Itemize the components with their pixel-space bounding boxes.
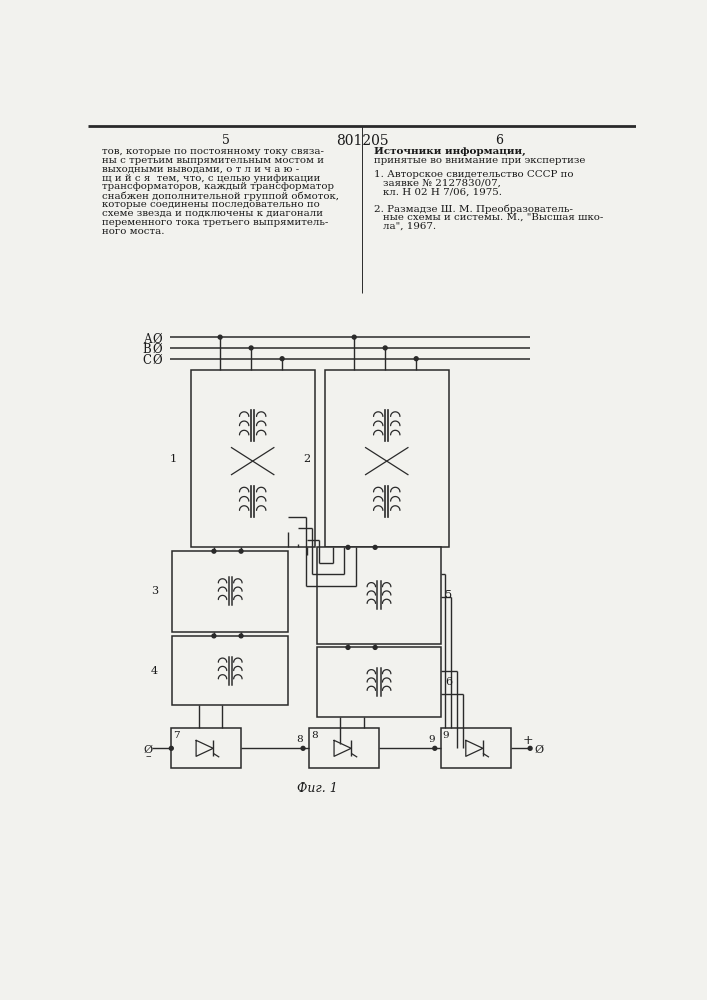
Circle shape xyxy=(373,545,377,549)
Bar xyxy=(172,551,288,632)
Circle shape xyxy=(239,634,243,638)
Text: 8: 8 xyxy=(297,735,303,744)
Text: 801205: 801205 xyxy=(336,134,388,148)
Text: выходными выводами, о т л и ч а ю -: выходными выводами, о т л и ч а ю - xyxy=(103,165,300,174)
Bar xyxy=(317,647,441,717)
Circle shape xyxy=(249,346,253,350)
Text: 4: 4 xyxy=(151,666,158,676)
Text: переменного тока третьего выпрямитель-: переменного тока третьего выпрямитель- xyxy=(103,218,329,227)
Bar xyxy=(441,728,510,768)
Text: Ø: Ø xyxy=(153,354,163,367)
Text: щ и й с я  тем, что, с целью унификации: щ и й с я тем, что, с целью унификации xyxy=(103,174,321,183)
Text: –: – xyxy=(145,751,151,761)
Circle shape xyxy=(212,549,216,553)
Text: 8: 8 xyxy=(311,731,317,740)
Circle shape xyxy=(280,357,284,361)
Bar xyxy=(172,636,288,705)
Text: снабжен дополнительной группой обмоток,: снабжен дополнительной группой обмоток, xyxy=(103,191,339,201)
Circle shape xyxy=(212,634,216,638)
Text: 5: 5 xyxy=(221,134,230,147)
Text: Ø: Ø xyxy=(534,745,543,755)
Circle shape xyxy=(373,646,377,649)
Text: принятые во внимание при экспертизе: принятые во внимание при экспертизе xyxy=(373,156,585,165)
Bar xyxy=(171,728,241,768)
Text: тов, которые по постоянному току связа-: тов, которые по постоянному току связа- xyxy=(103,147,325,156)
Text: B: B xyxy=(143,343,151,356)
Bar xyxy=(317,547,441,644)
Text: схеме звезда и подключены к диагонали: схеме звезда и подключены к диагонали xyxy=(103,209,323,218)
Text: Фиг. 1: Фиг. 1 xyxy=(297,782,337,795)
Text: ны с третьим выпрямительным мостом и: ны с третьим выпрямительным мостом и xyxy=(103,156,325,165)
Text: 7: 7 xyxy=(173,731,180,740)
Text: Источники информации,: Источники информации, xyxy=(373,147,525,156)
Circle shape xyxy=(301,746,305,750)
Text: 2. Размадзе Ш. М. Преобразователь-: 2. Размадзе Ш. М. Преобразователь- xyxy=(373,204,573,214)
Text: заявке № 2127830/07,: заявке № 2127830/07, xyxy=(383,179,501,188)
Circle shape xyxy=(346,545,350,549)
Text: Ø: Ø xyxy=(153,343,163,356)
Circle shape xyxy=(346,646,350,649)
Text: ла", 1967.: ла", 1967. xyxy=(383,222,436,231)
Bar xyxy=(191,370,315,547)
Text: 9: 9 xyxy=(443,731,449,740)
Text: 6: 6 xyxy=(445,677,452,687)
Circle shape xyxy=(383,346,387,350)
Text: A: A xyxy=(143,333,151,346)
Text: ные схемы и системы. М., "Высшая шко-: ные схемы и системы. М., "Высшая шко- xyxy=(383,213,603,222)
Text: 6: 6 xyxy=(495,134,503,147)
Text: 3: 3 xyxy=(151,586,158,596)
Text: +: + xyxy=(522,734,533,747)
Circle shape xyxy=(218,335,222,339)
Text: ного моста.: ного моста. xyxy=(103,227,165,236)
Bar xyxy=(325,370,449,547)
Text: 1: 1 xyxy=(170,454,177,464)
Circle shape xyxy=(528,746,532,750)
Circle shape xyxy=(239,549,243,553)
Text: 5: 5 xyxy=(445,590,452,600)
Text: 1. Авторское свидетельство СССР по: 1. Авторское свидетельство СССР по xyxy=(373,170,573,179)
Text: Ø: Ø xyxy=(153,333,163,346)
Text: Ø: Ø xyxy=(144,745,153,755)
Circle shape xyxy=(352,335,356,339)
Text: трансформаторов, каждый трансформатор: трансформаторов, каждый трансформатор xyxy=(103,182,334,191)
Bar xyxy=(309,728,379,768)
Text: которые соединены последовательно по: которые соединены последовательно по xyxy=(103,200,320,209)
Circle shape xyxy=(433,746,437,750)
Circle shape xyxy=(170,746,173,750)
Text: кл. Н 02 Н 7/06, 1975.: кл. Н 02 Н 7/06, 1975. xyxy=(383,188,502,197)
Text: 9: 9 xyxy=(428,735,435,744)
Circle shape xyxy=(414,357,418,361)
Text: C: C xyxy=(143,354,151,367)
Text: 2: 2 xyxy=(304,454,311,464)
